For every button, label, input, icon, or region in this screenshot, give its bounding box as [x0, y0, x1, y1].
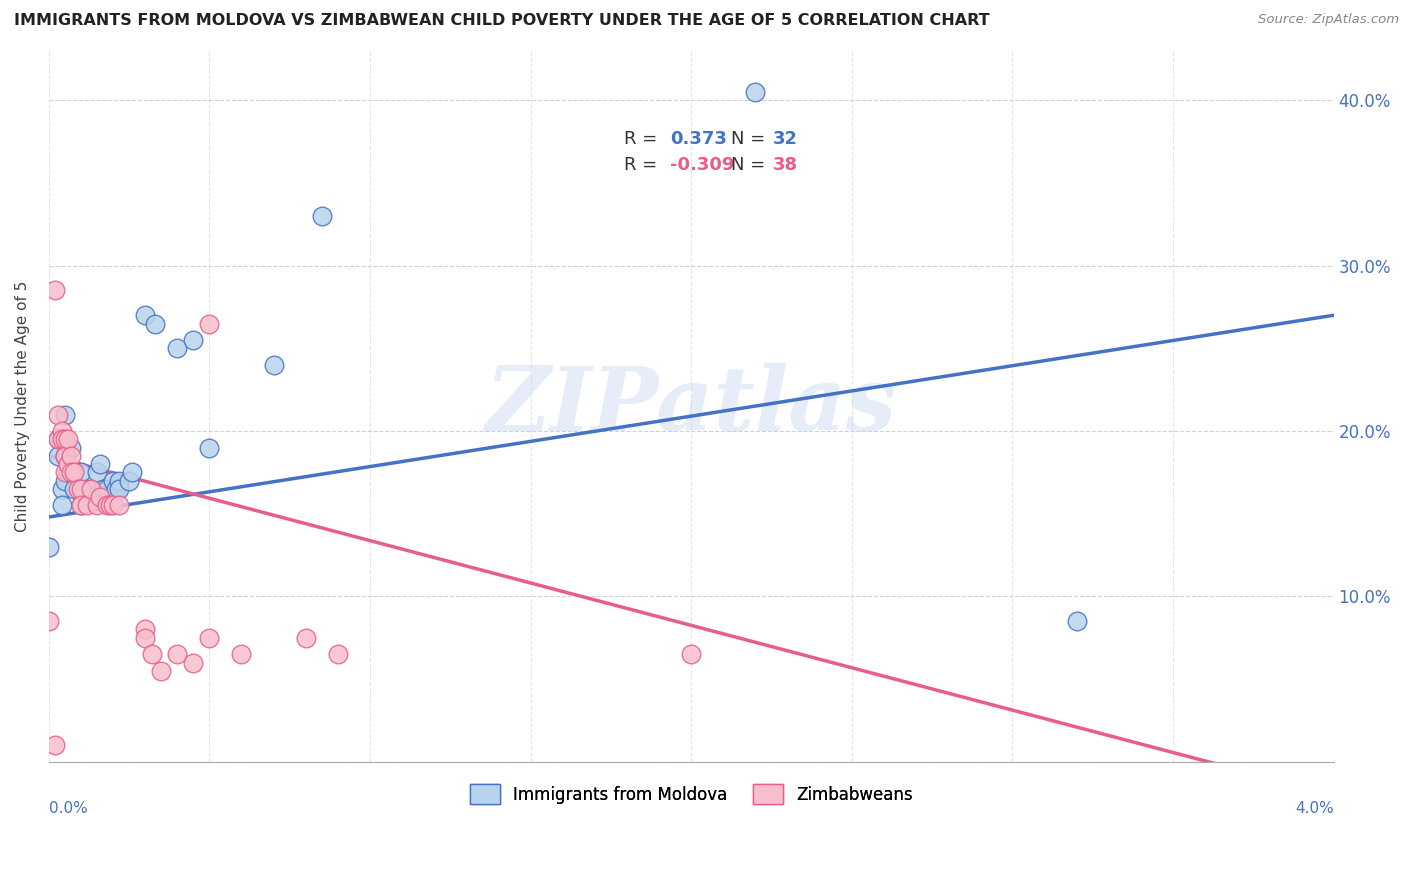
Point [76, 499, 98, 513]
Point [108, 474, 131, 488]
Point [108, 499, 131, 513]
Point [79, 490, 101, 504]
Point [48, 408, 70, 422]
Point [60, 466, 83, 480]
Point [86, 499, 108, 513]
Point [56, 432, 79, 446]
Point [38, 614, 60, 628]
Point [60, 449, 83, 463]
Point [44, 738, 66, 752]
Point [60, 441, 83, 455]
Point [56, 466, 79, 480]
Point [63, 466, 86, 480]
Point [79, 482, 101, 496]
Point [1066, 614, 1088, 628]
Text: 32: 32 [773, 130, 799, 148]
Point [121, 466, 143, 480]
Point [198, 441, 221, 455]
Text: Source: ZipAtlas.com: Source: ZipAtlas.com [1258, 13, 1399, 27]
Text: 38: 38 [773, 156, 799, 174]
Point [44, 284, 66, 298]
Point [681, 648, 703, 662]
Point [744, 85, 766, 99]
Point [326, 648, 349, 662]
Point [56, 457, 79, 471]
Point [231, 648, 253, 662]
Text: 4.0%: 4.0% [1295, 801, 1334, 816]
Point [51, 432, 73, 446]
Text: 0.373: 0.373 [671, 130, 727, 148]
Point [96, 499, 118, 513]
Point [48, 432, 70, 446]
Point [89, 490, 111, 504]
Point [93, 482, 115, 496]
Text: R =: R = [624, 130, 664, 148]
Point [166, 342, 188, 356]
Point [89, 457, 111, 471]
Point [141, 648, 163, 662]
Point [198, 317, 221, 331]
Point [150, 664, 173, 678]
Point [101, 499, 124, 513]
Point [118, 474, 141, 488]
Text: R =: R = [624, 156, 664, 174]
Point [70, 499, 93, 513]
Y-axis label: Child Poverty Under the Age of 5: Child Poverty Under the Age of 5 [15, 281, 30, 532]
Point [63, 482, 86, 496]
Point [38, 540, 60, 554]
Point [51, 482, 73, 496]
Point [53, 466, 76, 480]
Point [53, 408, 76, 422]
Text: N =: N = [731, 156, 770, 174]
Point [76, 482, 98, 496]
Point [311, 209, 333, 223]
Point [53, 474, 76, 488]
Point [134, 308, 156, 322]
Point [101, 474, 124, 488]
Text: IMMIGRANTS FROM MOLDOVA VS ZIMBABWEAN CHILD POVERTY UNDER THE AGE OF 5 CORRELATI: IMMIGRANTS FROM MOLDOVA VS ZIMBABWEAN CH… [14, 13, 990, 29]
Point [108, 482, 131, 496]
Text: -0.309: -0.309 [671, 156, 735, 174]
Point [105, 482, 128, 496]
Legend: Immigrants from Moldova, Zimbabweans: Immigrants from Moldova, Zimbabweans [463, 778, 920, 810]
Point [198, 631, 221, 645]
Text: 0.0%: 0.0% [49, 801, 87, 816]
Point [96, 482, 118, 496]
Point [66, 482, 89, 496]
Text: N =: N = [731, 130, 770, 148]
Point [51, 499, 73, 513]
Point [181, 656, 204, 670]
Point [70, 482, 93, 496]
Point [98, 499, 121, 513]
Point [51, 424, 73, 438]
Point [263, 358, 285, 372]
Point [134, 623, 156, 637]
Point [166, 648, 188, 662]
Text: ZIPatlas: ZIPatlas [485, 363, 897, 450]
Point [143, 317, 166, 331]
Point [70, 499, 93, 513]
Point [48, 449, 70, 463]
Point [53, 449, 76, 463]
Point [86, 466, 108, 480]
Point [181, 333, 204, 347]
Point [294, 631, 316, 645]
Point [70, 466, 93, 480]
Point [53, 432, 76, 446]
Point [48, 432, 70, 446]
Point [134, 631, 156, 645]
Point [53, 449, 76, 463]
